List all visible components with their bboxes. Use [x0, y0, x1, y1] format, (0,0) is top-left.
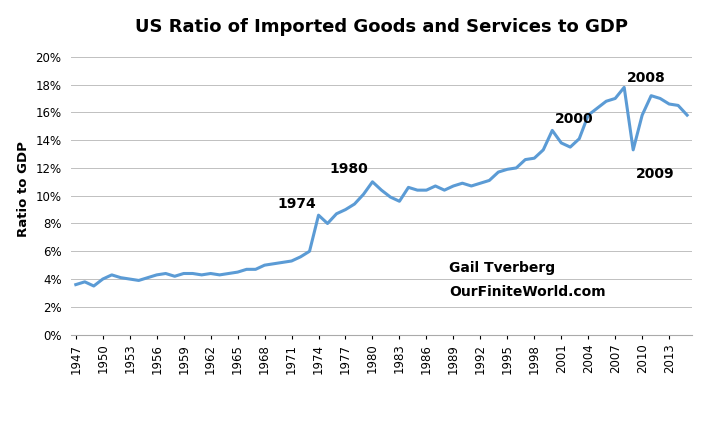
Text: 1980: 1980: [329, 162, 368, 176]
Text: 1974: 1974: [277, 197, 316, 211]
Text: 2000: 2000: [555, 112, 594, 126]
Y-axis label: Ratio to GDP: Ratio to GDP: [17, 141, 30, 237]
Text: 2009: 2009: [636, 166, 674, 181]
Text: Gail Tverberg: Gail Tverberg: [449, 261, 555, 275]
Text: OurFiniteWorld.com: OurFiniteWorld.com: [449, 285, 605, 299]
Text: 2008: 2008: [627, 71, 666, 85]
Title: US Ratio of Imported Goods and Services to GDP: US Ratio of Imported Goods and Services …: [135, 18, 628, 36]
